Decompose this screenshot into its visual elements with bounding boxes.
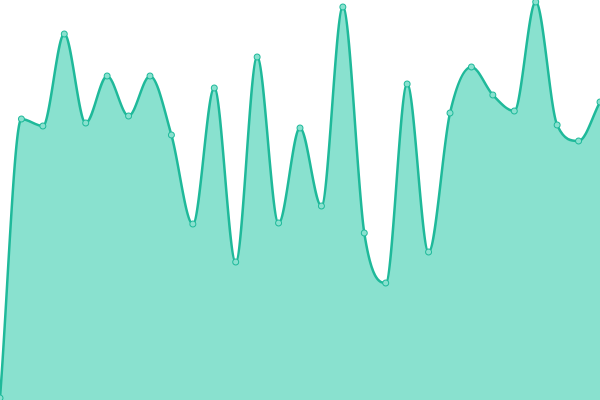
point [467,63,475,71]
point [167,131,175,139]
point [446,109,454,117]
point [510,107,518,115]
point [39,122,47,130]
point [425,248,433,256]
point [596,98,600,106]
point [296,124,304,132]
point [360,229,368,237]
point [275,219,283,227]
point [60,30,68,38]
point [232,258,240,266]
point [489,91,497,99]
point [253,53,261,61]
point [210,84,218,92]
point [317,202,325,210]
point [125,112,133,120]
point [82,119,90,127]
point [189,220,197,228]
point [339,3,347,11]
point [146,72,154,80]
point [17,115,25,123]
point [403,80,411,88]
point [0,394,4,400]
point [382,279,390,287]
point [532,0,540,6]
point [575,137,583,145]
point [103,72,111,80]
point [553,121,561,129]
